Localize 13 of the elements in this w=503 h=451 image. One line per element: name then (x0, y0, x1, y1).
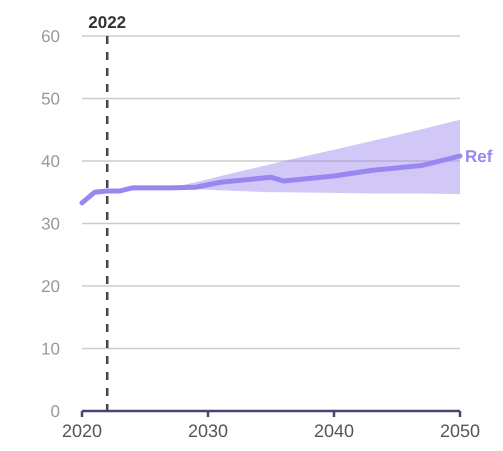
ref-line-label: 2022 (88, 13, 126, 32)
y-tick-label: 30 (41, 214, 60, 234)
x-tick-label: 2040 (314, 421, 354, 441)
y-tick-label: 0 (50, 402, 60, 421)
y-tick-label: 10 (41, 339, 60, 358)
x-tick-label: 2050 (440, 421, 480, 441)
series-label: Ref (465, 146, 493, 166)
y-tick-label: 20 (41, 276, 60, 296)
x-tick-label: 2030 (188, 421, 228, 441)
x-tick-label: 2020 (62, 421, 102, 441)
y-tick-label: 50 (41, 89, 60, 108)
y-tick-label: 40 (41, 152, 60, 171)
y-tick-label: 60 (41, 26, 60, 46)
